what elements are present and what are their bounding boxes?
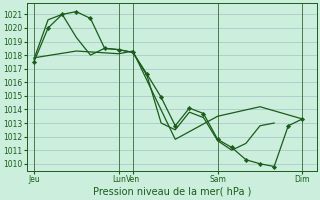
X-axis label: Pression niveau de la mer( hPa ): Pression niveau de la mer( hPa ) (92, 187, 251, 197)
